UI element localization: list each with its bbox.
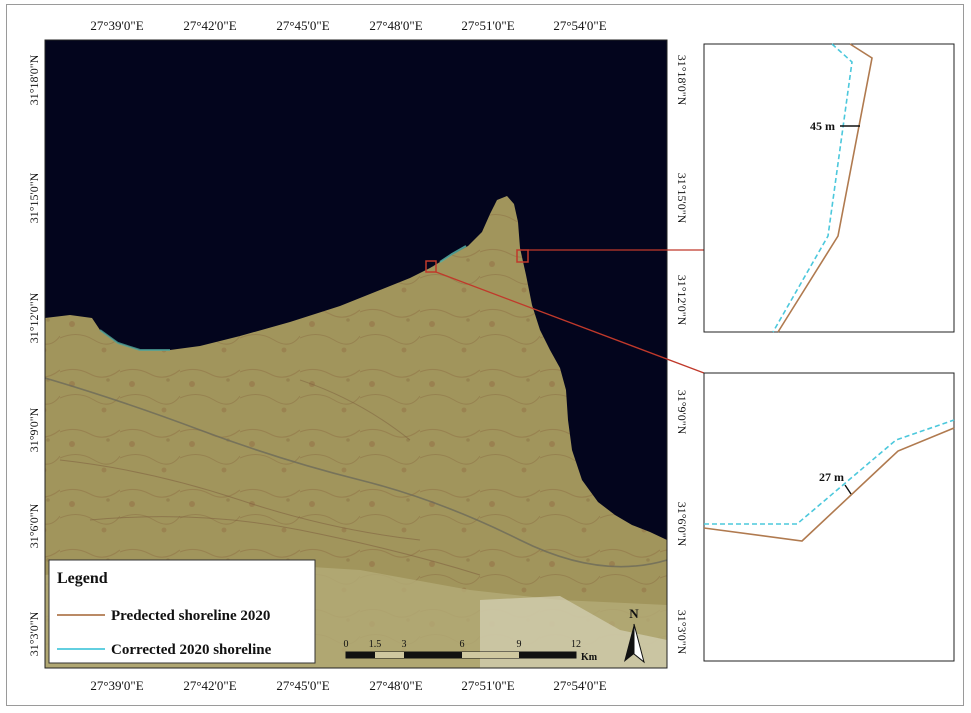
y-ticks-left: 31°18'0"N 31°15'0"N 31°12'0"N 31°9'0"N 3… xyxy=(27,54,41,656)
distance-marker xyxy=(844,484,852,495)
tick-label: 31°18'0"N xyxy=(27,54,41,105)
land-area xyxy=(45,196,667,668)
figure-frame xyxy=(6,4,964,706)
tick-label: 27°42'0"E xyxy=(183,678,236,693)
coastal-fringe xyxy=(439,245,467,263)
wadi xyxy=(89,516,481,576)
tick-label: 31°3'0"N xyxy=(27,611,41,656)
callout-box-east xyxy=(516,249,529,263)
scale-unit: Km xyxy=(581,652,598,663)
distance-label: 27 m xyxy=(819,470,844,484)
predicted-shoreline xyxy=(777,43,873,333)
tick-label: 31°15'0"N xyxy=(675,173,689,224)
scale-label: 12 xyxy=(571,639,581,650)
leader-line-west xyxy=(435,271,705,374)
legend-item-predicted: Predected shoreline 2020 xyxy=(111,608,270,624)
distance-label: 45 m xyxy=(810,119,835,133)
inset-east: 45 m xyxy=(703,43,955,333)
legend-item-corrected: Corrected 2020 shoreline xyxy=(111,642,272,658)
predicted-shoreline xyxy=(703,427,955,542)
tick-label: 31°18'0"N xyxy=(675,55,689,106)
scale-label: 0 xyxy=(344,639,349,650)
tick-label: 27°39'0"E xyxy=(90,678,143,693)
north-letter: N xyxy=(629,606,639,621)
tick-label: 31°6'0"N xyxy=(27,503,41,548)
legend-box xyxy=(48,559,316,664)
scale-segment xyxy=(462,652,519,658)
scale-label: 9 xyxy=(517,639,522,650)
tick-label: 27°45'0"E xyxy=(276,678,329,693)
wadi xyxy=(299,379,411,441)
tick-label: 27°48'0"E xyxy=(369,18,422,33)
tick-label: 27°51'0"E xyxy=(461,18,514,33)
tick-label: 31°6'0"N xyxy=(675,502,689,547)
y-ticks-right: 31°18'0"N 31°15'0"N 31°12'0"N 31°9'0"N 3… xyxy=(675,55,689,655)
legend-title: Legend xyxy=(57,570,108,587)
scale-segment xyxy=(404,652,462,658)
north-arrow-dark-half xyxy=(624,624,634,662)
inset-box xyxy=(703,43,955,333)
tick-label: 31°12'0"N xyxy=(675,275,689,326)
scale-bar: 0 1.5 3 6 9 12 Km xyxy=(344,639,598,663)
tick-label: 27°54'0"E xyxy=(553,18,606,33)
north-arrow-light-half xyxy=(633,623,645,664)
scale-segment xyxy=(346,652,375,658)
tick-label: 27°42'0"E xyxy=(183,18,236,33)
bright-sand xyxy=(480,596,667,668)
x-ticks-bottom: 27°39'0"E 27°42'0"E 27°45'0"E 27°48'0"E … xyxy=(90,678,606,693)
inset-box xyxy=(703,372,955,662)
legend: Legend Predected shoreline 2020 Correcte… xyxy=(48,559,316,664)
scale-label: 1.5 xyxy=(369,639,382,650)
tick-label: 31°9'0"N xyxy=(27,407,41,452)
corrected-shoreline xyxy=(772,43,853,333)
tick-label: 27°39'0"E xyxy=(90,18,143,33)
tick-label: 27°45'0"E xyxy=(276,18,329,33)
road xyxy=(45,377,667,568)
x-ticks-top: 27°39'0"E 27°42'0"E 27°45'0"E 27°48'0"E … xyxy=(90,18,606,33)
inset-west: 27 m xyxy=(703,372,955,662)
scale-segment xyxy=(375,652,404,658)
tick-label: 31°9'0"N xyxy=(675,390,689,435)
tick-label: 31°15'0"N xyxy=(27,172,41,223)
map-border xyxy=(44,39,668,669)
tick-label: 31°12'0"N xyxy=(27,292,41,343)
callout-box-west xyxy=(425,260,437,273)
tick-label: 27°54'0"E xyxy=(553,678,606,693)
scale-segment xyxy=(519,652,576,658)
tick-label: 31°3'0"N xyxy=(675,610,689,655)
scale-label: 3 xyxy=(402,639,407,650)
tick-label: 27°48'0"E xyxy=(369,678,422,693)
wadi xyxy=(59,459,421,541)
coastal-fringe xyxy=(99,329,170,351)
scale-label: 6 xyxy=(460,639,465,650)
tick-label: 27°51'0"E xyxy=(461,678,514,693)
north-arrow: N xyxy=(624,606,645,664)
